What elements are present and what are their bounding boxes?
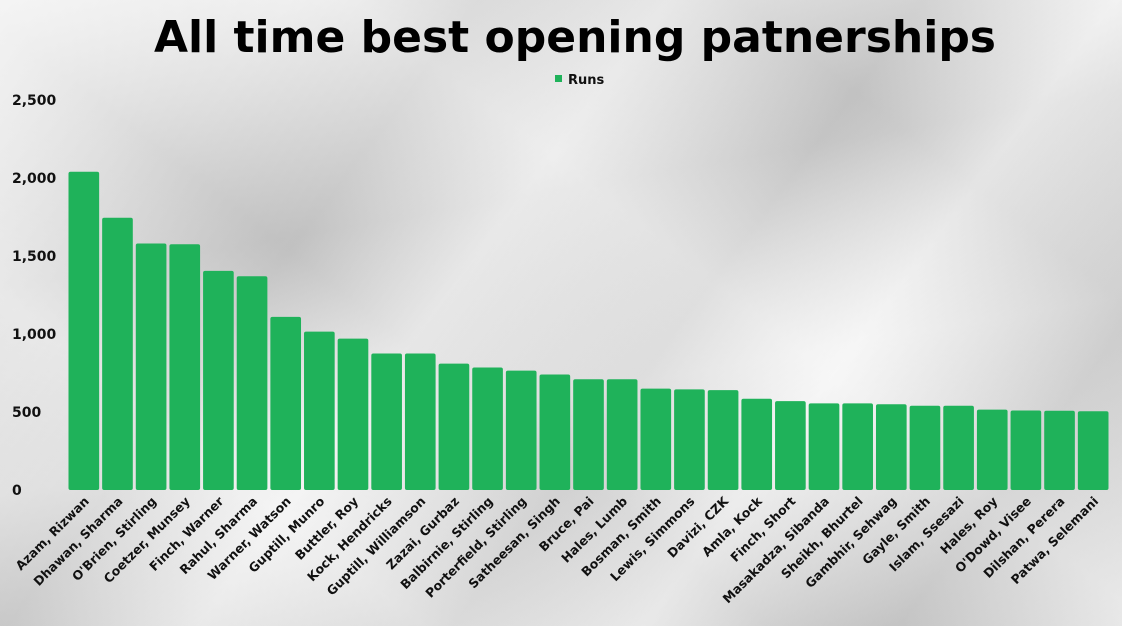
bar (606, 379, 638, 490)
bar (909, 405, 941, 490)
bar (404, 353, 436, 490)
bar (438, 363, 470, 490)
y-tick-label: 2,000 (12, 171, 57, 187)
y-tick-label: 2,500 (12, 93, 57, 109)
bar (775, 401, 806, 490)
bar (203, 270, 234, 490)
bar (842, 403, 873, 490)
bar (102, 217, 133, 490)
y-tick-label: 500 (12, 405, 41, 421)
y-tick-label: 0 (12, 483, 22, 499)
y-tick-label: 1,500 (12, 249, 57, 265)
bar (236, 276, 268, 490)
bar (1077, 411, 1109, 490)
legend-label-runs: Runs (568, 73, 605, 88)
bar (371, 353, 402, 490)
bar (674, 389, 705, 490)
bar (304, 331, 335, 490)
y-axis: 0 500 1,000 1,500 2,000 2,500 (12, 93, 57, 499)
bar (808, 403, 840, 490)
bar (741, 398, 773, 490)
bar (707, 390, 739, 490)
bar (1010, 410, 1042, 490)
bar (943, 405, 974, 490)
bar (169, 244, 201, 490)
bar (337, 338, 369, 490)
legend-swatch-runs (555, 75, 562, 82)
bar (539, 374, 571, 490)
bar (875, 404, 907, 490)
bar (472, 367, 503, 490)
bar (573, 379, 604, 490)
y-tick-label: 1,000 (12, 327, 57, 343)
bar (270, 316, 302, 490)
bar (976, 409, 1008, 490)
bar (1044, 410, 1075, 490)
chart-title: All time best opening patnerships (154, 12, 996, 63)
bar (505, 370, 537, 490)
bar (135, 243, 167, 490)
bar (640, 388, 672, 490)
legend: Runs (555, 73, 605, 88)
bar (68, 171, 100, 490)
bar-series-runs (68, 171, 1109, 490)
